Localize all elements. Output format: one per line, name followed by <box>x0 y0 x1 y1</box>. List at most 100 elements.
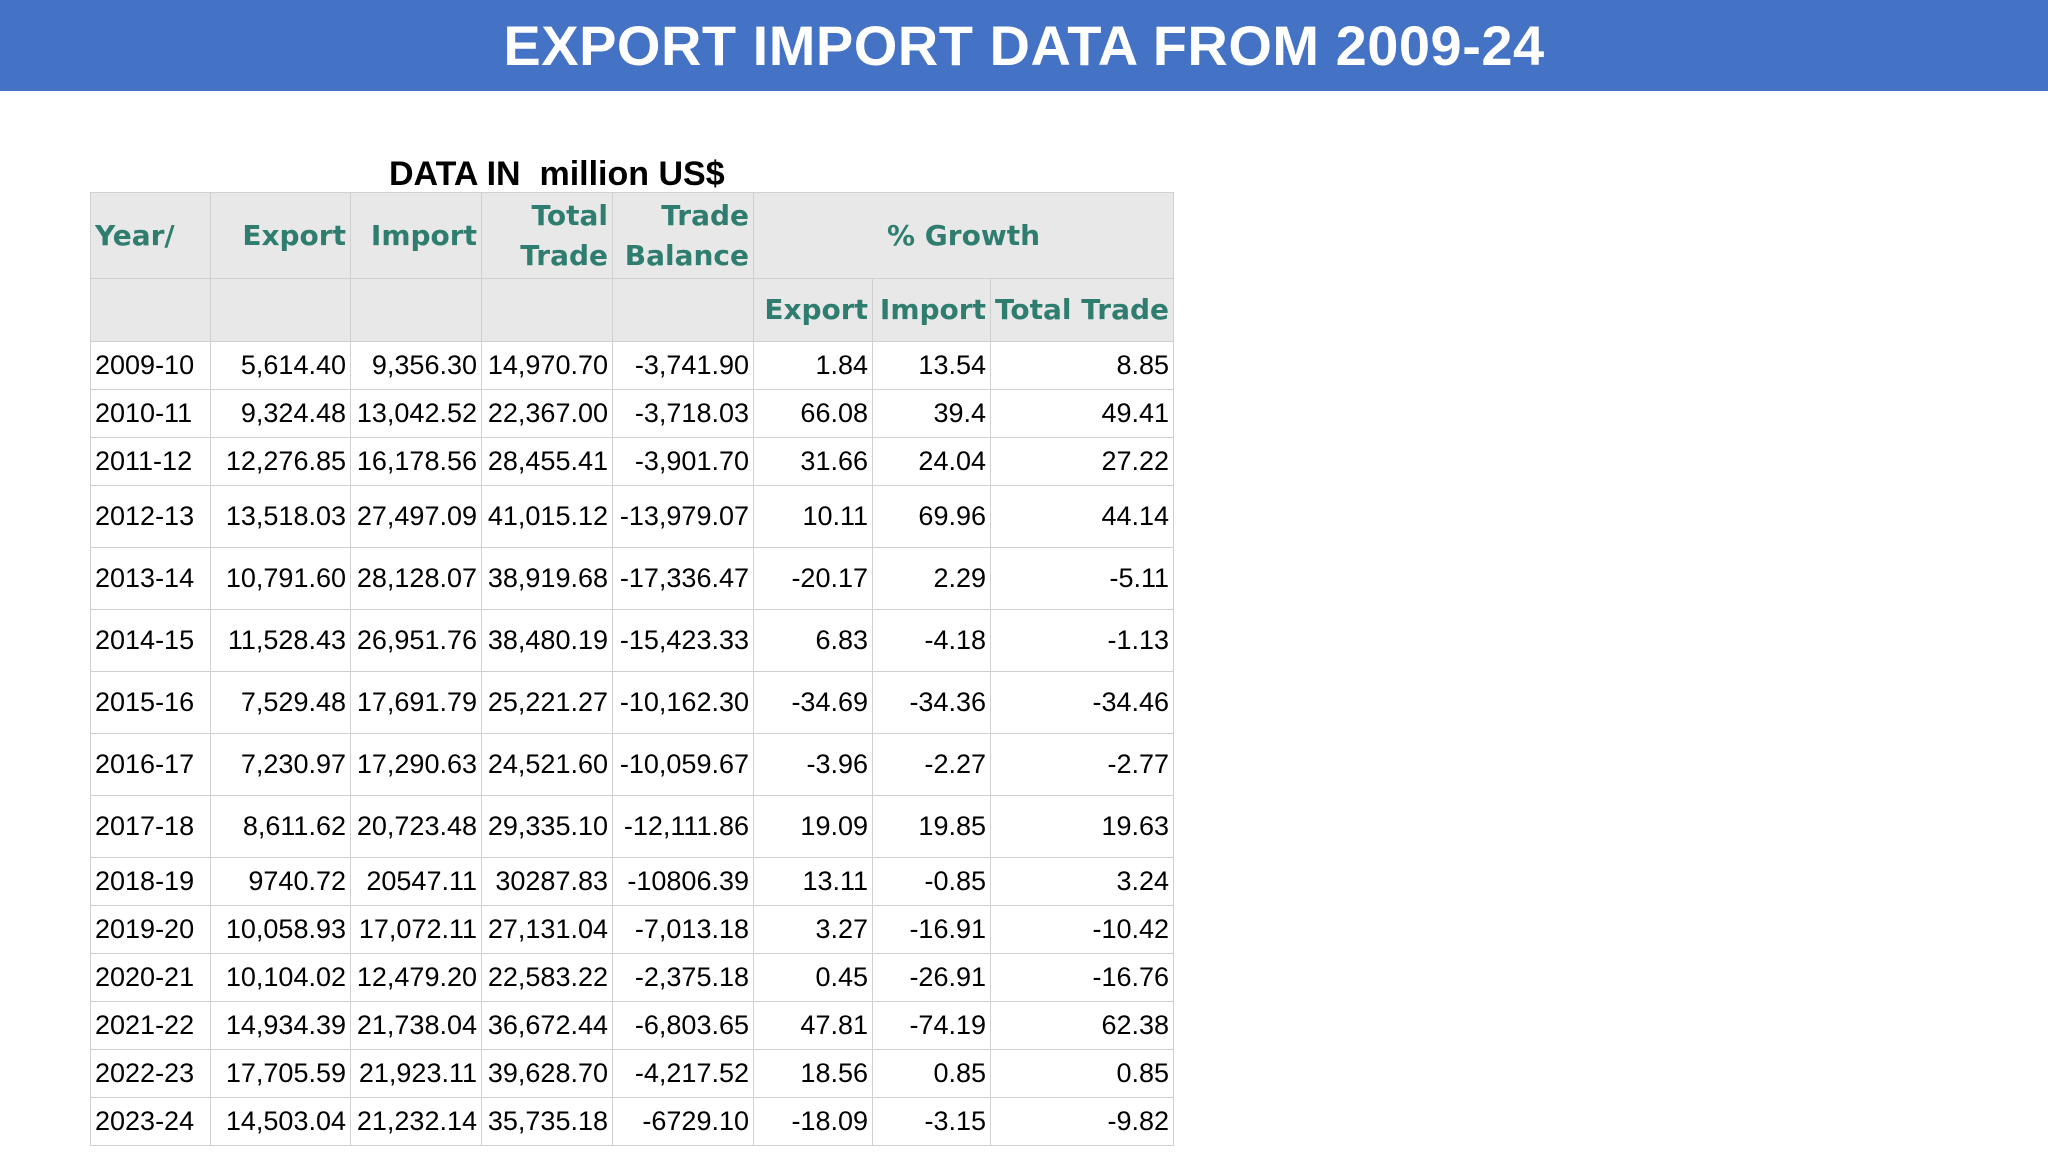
subheader-empty <box>90 278 211 342</box>
cell-growth-import: 2.29 <box>872 547 991 610</box>
cell-growth-import: -34.36 <box>872 671 991 734</box>
header-row: Year/ Export Import Total Trade Trade Ba… <box>90 192 1175 279</box>
cell-growth-export: -18.09 <box>753 1097 873 1146</box>
header-total-trade-line2: Trade <box>520 238 608 272</box>
table-row: 2016-17 7,230.97 17,290.63 24,521.60 -10,059… <box>90 733 1175 796</box>
header-export: Export <box>210 192 351 279</box>
header-import: Import <box>350 192 482 279</box>
cell-growth-export: 13.11 <box>753 857 873 906</box>
cell-import: 17,290.63 <box>350 733 482 796</box>
cell-growth-import: 39.4 <box>872 389 991 438</box>
cell-total-trade: 25,221.27 <box>481 671 613 734</box>
cell-growth-import: -4.18 <box>872 609 991 672</box>
cell-year: 2012-13 <box>90 485 211 548</box>
header-year: Year/ <box>90 192 211 279</box>
cell-year: 2017-18 <box>90 795 211 858</box>
cell-export: 7,529.48 <box>210 671 351 734</box>
table-row: 2011-12 12,276.85 16,178.56 28,455.41 -3,901… <box>90 437 1175 486</box>
cell-growth-import: -3.15 <box>872 1097 991 1146</box>
cell-export: 10,058.93 <box>210 905 351 954</box>
cell-import: 12,479.20 <box>350 953 482 1002</box>
cell-growth-total: 27.22 <box>989 437 1175 486</box>
cell-growth-import: -16.91 <box>872 905 991 954</box>
cell-export: 7,230.97 <box>210 733 351 796</box>
table-row: 2012-13 13,518.03 27,497.09 41,015.12 -13,97… <box>90 485 1175 548</box>
cell-export: 9,324.48 <box>210 389 351 438</box>
cell-growth-import: 24.04 <box>872 437 991 486</box>
cell-total-trade: 30287.83 <box>481 857 613 906</box>
cell-export: 14,503.04 <box>210 1097 351 1146</box>
cell-import: 28,128.07 <box>350 547 482 610</box>
cell-growth-export: 18.56 <box>753 1049 873 1098</box>
cell-growth-export: 66.08 <box>753 389 873 438</box>
trade-data-table: Year/ Export Import Total Trade Trade Ba… <box>90 192 1175 1146</box>
cell-year: 2022-23 <box>90 1049 211 1098</box>
cell-trade-balance: -10806.39 <box>612 857 754 906</box>
cell-export: 8,611.62 <box>210 795 351 858</box>
cell-import: 9,356.30 <box>350 341 482 390</box>
cell-growth-total: -5.11 <box>989 547 1175 610</box>
cell-year: 2021-22 <box>90 1001 211 1050</box>
cell-trade-balance: -3,741.90 <box>612 341 754 390</box>
cell-trade-balance: -3,718.03 <box>612 389 754 438</box>
cell-export: 5,614.40 <box>210 341 351 390</box>
cell-year: 2019-20 <box>90 905 211 954</box>
cell-trade-balance: -10,059.67 <box>612 733 754 796</box>
header-trade-balance-line2: Balance <box>624 238 749 272</box>
cell-export: 9740.72 <box>210 857 351 906</box>
cell-export: 12,276.85 <box>210 437 351 486</box>
cell-total-trade: 36,672.44 <box>481 1001 613 1050</box>
cell-year: 2020-21 <box>90 953 211 1002</box>
cell-growth-total: 3.24 <box>989 857 1175 906</box>
subheader-row: Export Import Total Trade <box>90 278 1175 342</box>
cell-export: 11,528.43 <box>210 609 351 672</box>
cell-total-trade: 24,521.60 <box>481 733 613 796</box>
header-total-trade: Total Trade <box>481 192 613 279</box>
cell-growth-import: 19.85 <box>872 795 991 858</box>
cell-trade-balance: -15,423.33 <box>612 609 754 672</box>
cell-growth-export: 0.45 <box>753 953 873 1002</box>
cell-growth-total: -1.13 <box>989 609 1175 672</box>
cell-import: 26,951.76 <box>350 609 482 672</box>
cell-growth-import: -74.19 <box>872 1001 991 1050</box>
title-banner: EXPORT IMPORT DATA FROM 2009-24 <box>0 0 2048 91</box>
table-row: 2017-18 8,611.62 20,723.48 29,335.10 -12,111… <box>90 795 1175 858</box>
header-trade-balance-line1: Trade <box>661 198 749 232</box>
cell-growth-total: 49.41 <box>989 389 1175 438</box>
table-row: 2015-16 7,529.48 17,691.79 25,221.27 -10,162… <box>90 671 1175 734</box>
cell-growth-export: 10.11 <box>753 485 873 548</box>
cell-total-trade: 38,480.19 <box>481 609 613 672</box>
table-row: 2009-10 5,614.40 9,356.30 14,970.70 -3,741.9… <box>90 341 1175 390</box>
cell-year: 2018-19 <box>90 857 211 906</box>
cell-export: 17,705.59 <box>210 1049 351 1098</box>
cell-export: 10,104.02 <box>210 953 351 1002</box>
cell-growth-import: -2.27 <box>872 733 991 796</box>
header-growth-export: Export <box>753 278 873 342</box>
cell-trade-balance: -4,217.52 <box>612 1049 754 1098</box>
header-total-trade-line1: Total <box>531 198 609 232</box>
cell-import: 27,497.09 <box>350 485 482 548</box>
table-row: 2020-21 10,104.02 12,479.20 22,583.22 -2,375… <box>90 953 1175 1002</box>
table-body: 2009-10 5,614.40 9,356.30 14,970.70 -3,741.9… <box>90 341 1175 1146</box>
cell-export: 14,934.39 <box>210 1001 351 1050</box>
cell-growth-export: 31.66 <box>753 437 873 486</box>
cell-total-trade: 41,015.12 <box>481 485 613 548</box>
cell-growth-total: 19.63 <box>989 795 1175 858</box>
cell-year: 2010-11 <box>90 389 211 438</box>
cell-export: 13,518.03 <box>210 485 351 548</box>
cell-growth-total: 8.85 <box>989 341 1175 390</box>
cell-growth-import: -26.91 <box>872 953 991 1002</box>
cell-year: 2015-16 <box>90 671 211 734</box>
table-row: 2013-14 10,791.60 28,128.07 38,919.68 -17,33… <box>90 547 1175 610</box>
cell-trade-balance: -17,336.47 <box>612 547 754 610</box>
cell-growth-import: 69.96 <box>872 485 991 548</box>
subheader-empty <box>481 278 613 342</box>
subheader-empty <box>612 278 754 342</box>
cell-year: 2009-10 <box>90 341 211 390</box>
cell-trade-balance: -13,979.07 <box>612 485 754 548</box>
cell-import: 21,738.04 <box>350 1001 482 1050</box>
cell-import: 20,723.48 <box>350 795 482 858</box>
cell-growth-total: -10.42 <box>989 905 1175 954</box>
cell-total-trade: 14,970.70 <box>481 341 613 390</box>
cell-trade-balance: -6,803.65 <box>612 1001 754 1050</box>
